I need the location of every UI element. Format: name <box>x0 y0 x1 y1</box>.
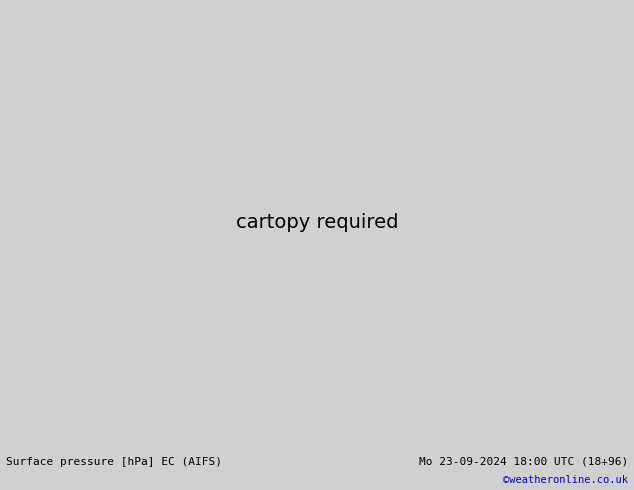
Text: Surface pressure [hPa] EC (AIFS): Surface pressure [hPa] EC (AIFS) <box>6 457 222 467</box>
Text: cartopy required: cartopy required <box>236 214 398 232</box>
Text: ©weatheronline.co.uk: ©weatheronline.co.uk <box>503 475 628 485</box>
Text: Mo 23-09-2024 18:00 UTC (18+96): Mo 23-09-2024 18:00 UTC (18+96) <box>418 457 628 467</box>
